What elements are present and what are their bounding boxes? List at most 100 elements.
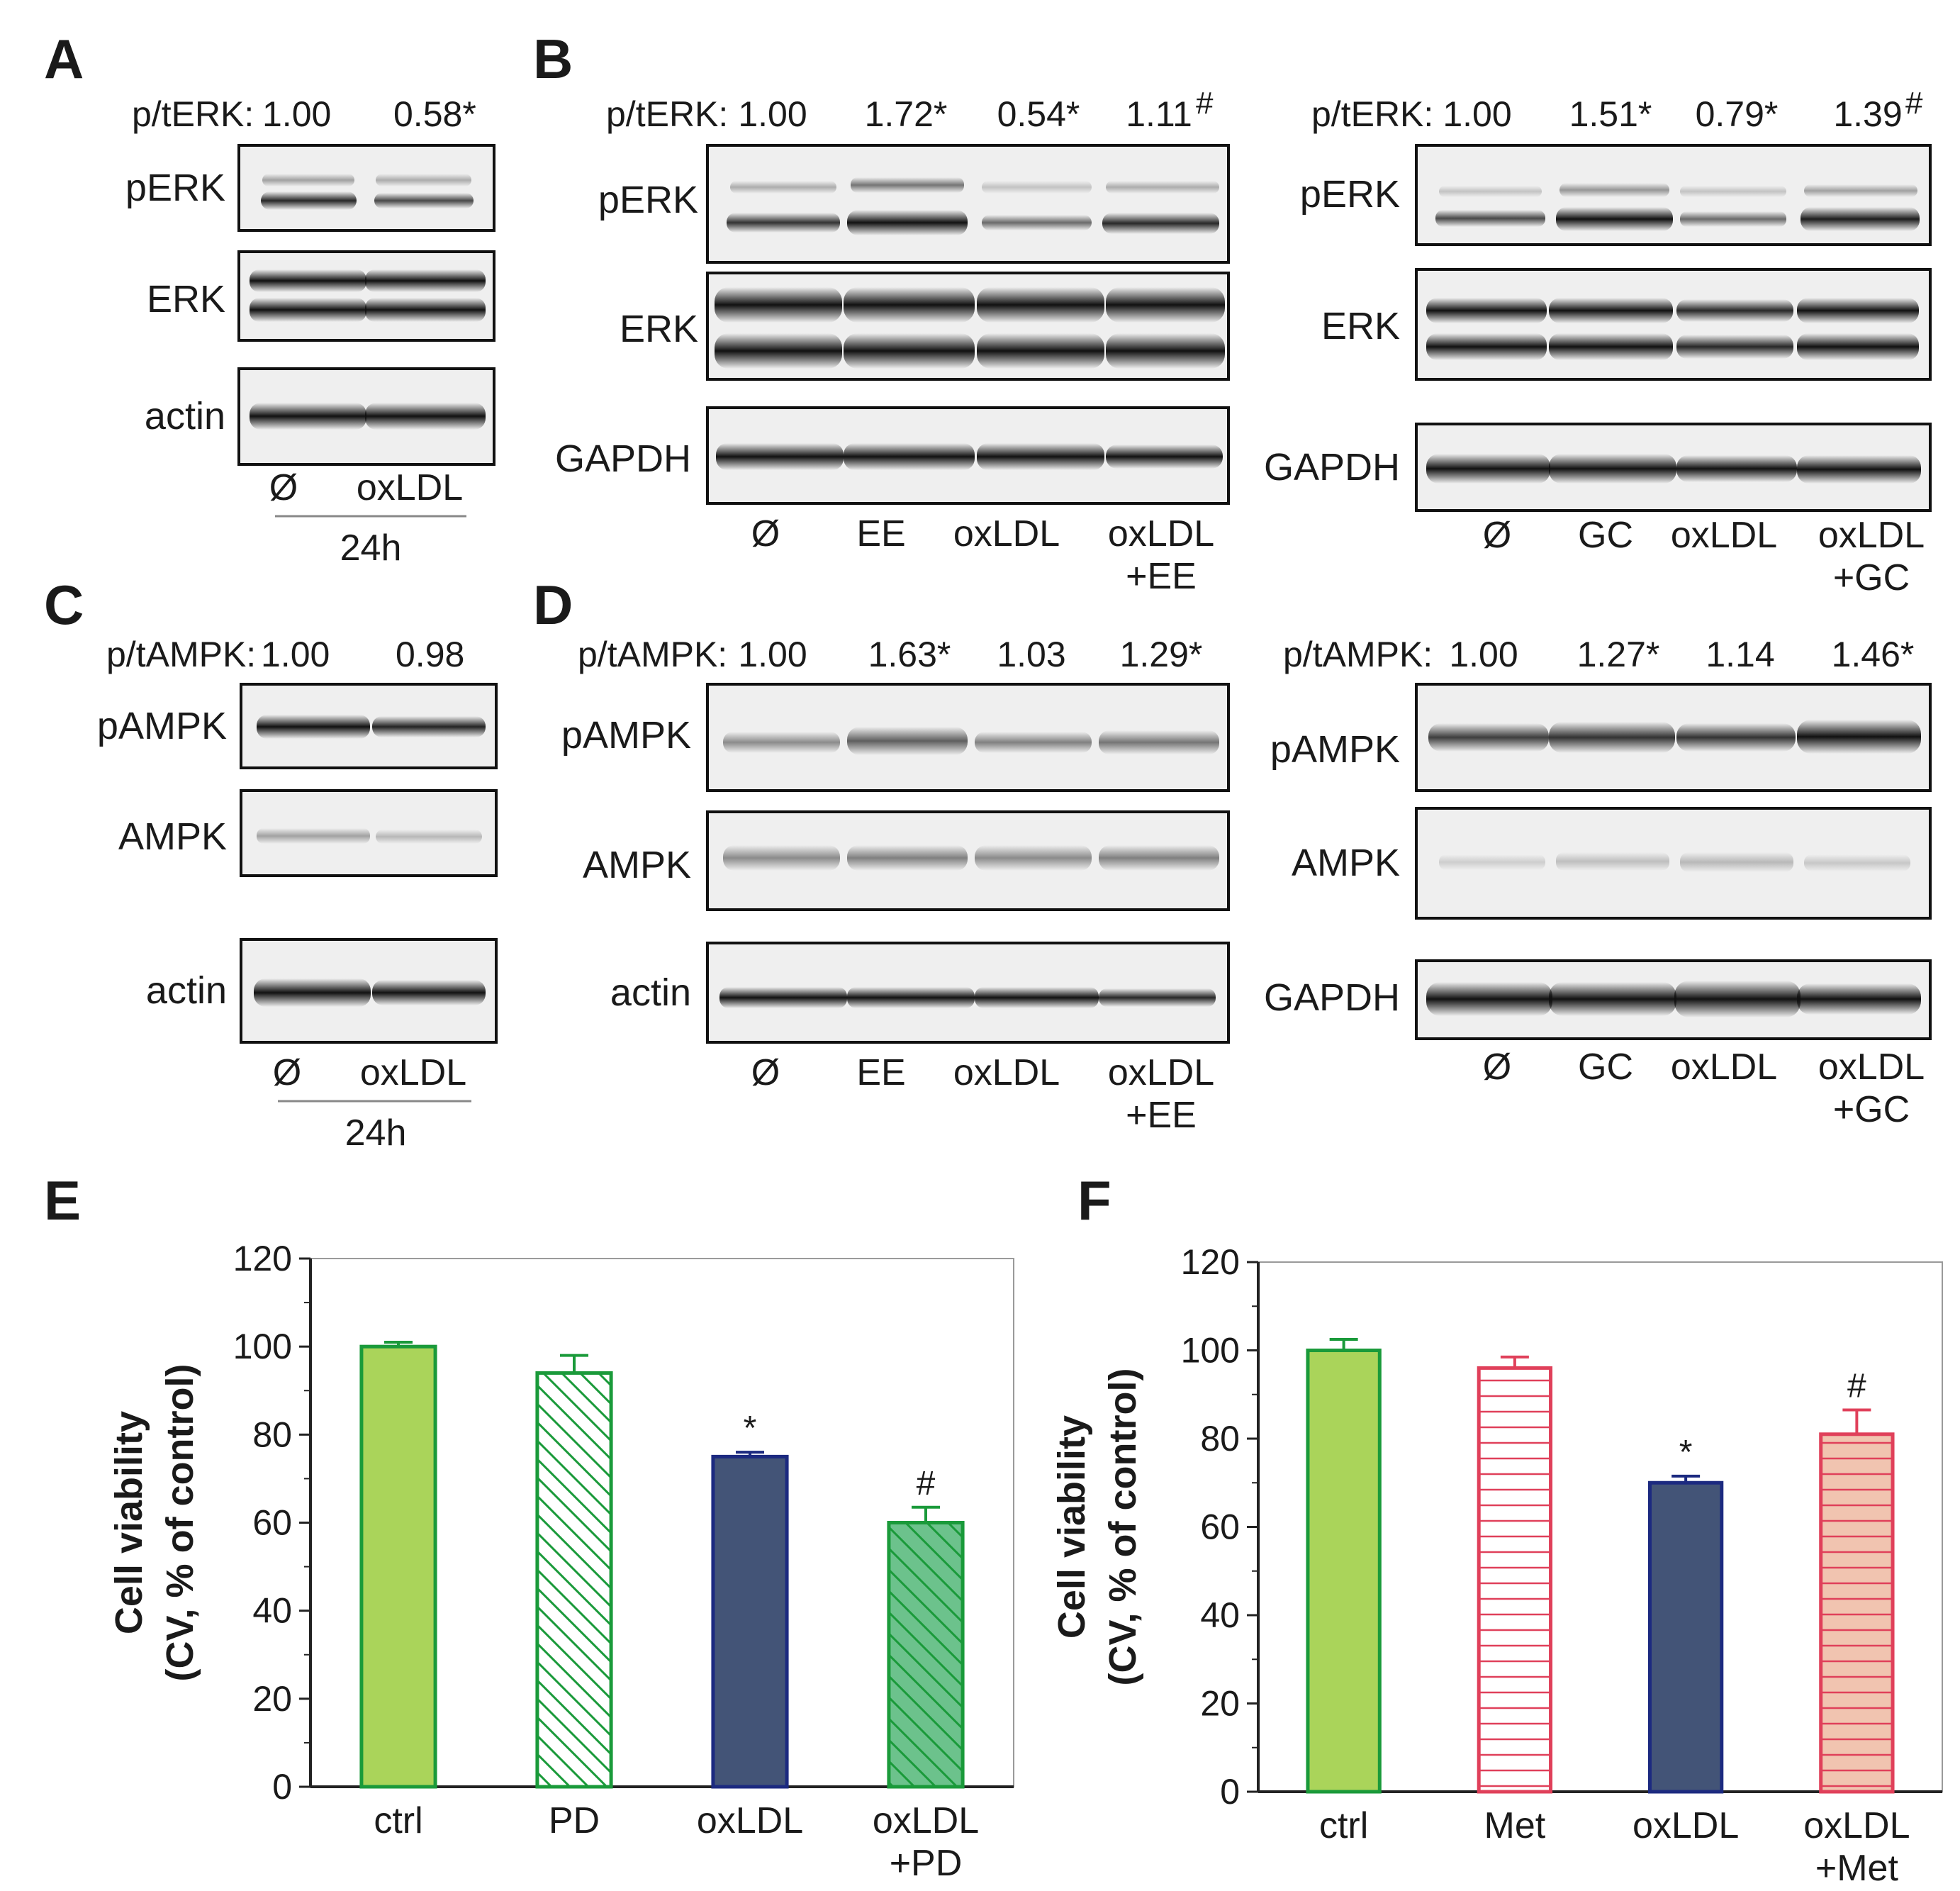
- bar: [1819, 1432, 1895, 1794]
- row-label: pERK: [1300, 173, 1400, 216]
- lane-label: oxLDL: [1671, 1047, 1777, 1088]
- ratio-value: 0.54*: [997, 94, 1080, 134]
- lane-label: +EE: [1126, 556, 1197, 597]
- row-label: actin: [610, 971, 691, 1014]
- band-group: [1435, 183, 1920, 231]
- blot-frame: [706, 144, 1230, 264]
- band-group: [1426, 298, 1919, 360]
- x-category-label: oxLDL +PD: [873, 1800, 979, 1884]
- y-tick-label: 120: [1181, 1242, 1240, 1282]
- row-label: pERK: [598, 179, 698, 221]
- y-tick-label: 60: [1200, 1507, 1240, 1547]
- band-group: [250, 403, 486, 430]
- lane-label: GC: [1578, 1047, 1633, 1088]
- y-tick-label: 100: [1181, 1331, 1240, 1371]
- band-group: [261, 174, 474, 210]
- panel-a: A p/tERK: 1.00 0.58* pERK ERK actin Ø ox…: [44, 28, 495, 569]
- y-tick-label: 60: [252, 1503, 292, 1543]
- y-tick-label: 20: [252, 1679, 292, 1719]
- x-category-label: oxLDL: [1633, 1805, 1739, 1846]
- y-tick-label: 0: [272, 1767, 292, 1807]
- panel-c: C p/tAMPK: 1.00 0.98 pAMPK AMPK actin Ø …: [44, 574, 498, 1154]
- lane-label: EE: [856, 513, 905, 554]
- band-group: [1426, 454, 1921, 484]
- panel-b: B p/tERK: 1.00 1.72* 0.54* 1.11 # pERK E…: [533, 28, 1932, 598]
- band-group: [257, 828, 482, 844]
- band-group: [723, 727, 1219, 755]
- band-group: [1439, 852, 1910, 872]
- ratio-value: 1.27*: [1577, 635, 1660, 674]
- bar: [1647, 1480, 1724, 1794]
- lane-label: oxLDL: [1818, 1047, 1925, 1088]
- y-axis-label: Cell viability (CV, % of control): [1051, 1368, 1144, 1685]
- lane-label: oxLDL: [1108, 1052, 1214, 1093]
- lane-label: Ø: [269, 467, 298, 508]
- band-group: [715, 287, 1225, 369]
- band-group: [1428, 720, 1921, 754]
- ratio-label: p/tAMPK:: [578, 635, 727, 674]
- band-group: [723, 845, 1219, 871]
- ratio-value: 1.03: [997, 635, 1065, 674]
- row-label: ERK: [620, 308, 698, 350]
- ratio-value: 1.00: [738, 635, 807, 674]
- blot-frame: [237, 144, 495, 232]
- band-group: [254, 978, 486, 1007]
- bar-chart-e: 0 20 40 60 80 100 120 Cell viability (CV, % of c…: [108, 1239, 1014, 1884]
- ratio-value: 1.11: [1126, 94, 1192, 134]
- row-label: GAPDH: [1264, 976, 1400, 1019]
- row-label: actin: [145, 395, 225, 437]
- row-label: pAMPK: [97, 705, 227, 747]
- row-label: ERK: [1321, 305, 1400, 347]
- lane-label: oxLDL: [1818, 515, 1925, 556]
- bar: [359, 1344, 437, 1789]
- lane-label: Ø: [273, 1052, 301, 1093]
- lane-label: oxLDL: [360, 1052, 466, 1093]
- hash-mark: #: [1196, 86, 1214, 121]
- row-label: ERK: [147, 278, 225, 320]
- ratio-value: 1.14: [1706, 635, 1774, 674]
- band-group: [727, 177, 1219, 235]
- bar: [887, 1521, 965, 1789]
- ratio-value: 1.39: [1833, 94, 1902, 134]
- row-label: pAMPK: [561, 714, 691, 757]
- ratio-label: p/tAMPK:: [1283, 635, 1433, 674]
- bar: [711, 1454, 789, 1789]
- row-label: pERK: [125, 167, 225, 209]
- lane-label: Ø: [1483, 515, 1511, 556]
- ratio-value: 1.63*: [868, 635, 951, 674]
- panel-letter-b: B: [533, 28, 573, 90]
- lane-label: GC: [1578, 515, 1633, 556]
- significance-mark: *: [744, 1410, 757, 1447]
- ratio-value: 1.00: [1449, 635, 1518, 674]
- lane-label: +EE: [1126, 1095, 1197, 1136]
- ratio-label: p/tAMPK:: [106, 635, 256, 674]
- lane-label: +GC: [1833, 1089, 1910, 1130]
- panel-d: D p/tAMPK: 1.00 1.63* 1.03 1.29* pAMPK A…: [533, 574, 1932, 1136]
- lane-label: oxLDL: [953, 1052, 1060, 1093]
- x-category-label: Met: [1484, 1805, 1546, 1846]
- y-tick-label: 20: [1200, 1684, 1240, 1724]
- band-group: [250, 269, 486, 322]
- panel-letter-e: E: [44, 1169, 81, 1232]
- ratio-value: 1.46*: [1832, 635, 1915, 674]
- band-group: [257, 715, 486, 739]
- timepoint-label: 24h: [345, 1112, 407, 1154]
- ratio-label: p/tERK:: [132, 94, 254, 134]
- y-tick-label: 0: [1220, 1772, 1240, 1812]
- bar: [1477, 1366, 1553, 1794]
- lane-label: oxLDL: [1671, 515, 1777, 556]
- y-tick-label: 40: [252, 1591, 292, 1631]
- lane-label: oxLDL: [953, 513, 1060, 554]
- ratio-value: 0.98: [396, 635, 464, 674]
- lane-label: +GC: [1833, 557, 1910, 598]
- y-tick-label: 40: [1200, 1595, 1240, 1635]
- band-group: [716, 443, 1223, 470]
- significance-mark: *: [1679, 1434, 1693, 1471]
- band-group: [719, 987, 1216, 1008]
- y-tick-label: 100: [233, 1327, 292, 1366]
- panel-letter-c: C: [44, 574, 84, 636]
- timepoint-label: 24h: [340, 528, 402, 569]
- lane-label: EE: [856, 1052, 905, 1093]
- ratio-label: p/tERK:: [606, 94, 728, 134]
